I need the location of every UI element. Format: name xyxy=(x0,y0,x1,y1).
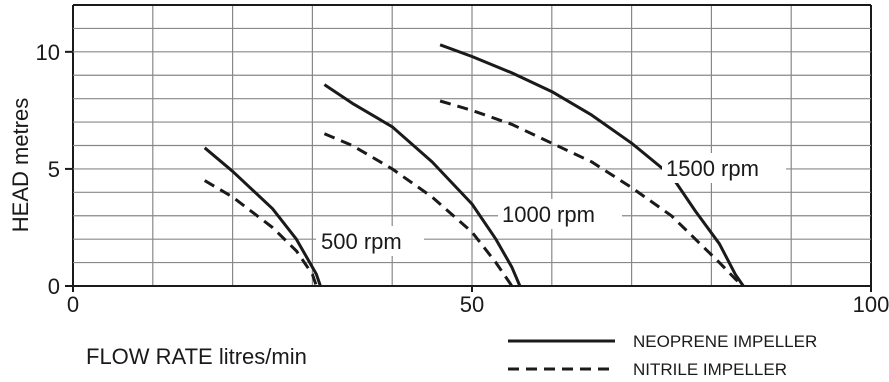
grid-lines xyxy=(72,4,872,287)
performance-curves xyxy=(203,43,745,288)
curve-1000-rpm-neoprene xyxy=(323,83,522,287)
x-tick-label: 50 xyxy=(460,292,484,317)
curve-500-rpm-neoprene xyxy=(203,146,322,287)
curve-500-rpm-nitrile xyxy=(203,179,318,287)
legend-label-neoprene: NEOPRENE IMPELLER xyxy=(633,332,817,351)
rpm-label-500: 500 rpm xyxy=(316,226,424,256)
x-axis-title: FLOW RATE litres/min xyxy=(86,344,307,369)
curve-1000-rpm-nitrile xyxy=(323,132,514,287)
y-tick-label: 5 xyxy=(48,157,60,182)
y-tick-label: 0 xyxy=(48,274,60,299)
rpm-annotation-500: 500 rpm xyxy=(321,229,402,254)
y-axis-title: HEAD metres xyxy=(8,98,33,232)
rpm-annotation-1500: 1500 rpm xyxy=(666,156,759,181)
curve-1500-rpm-neoprene xyxy=(439,43,745,287)
curve-1500-rpm-nitrile xyxy=(439,99,745,288)
rpm-annotation-1000: 1000 rpm xyxy=(502,202,595,227)
x-tick-label: 100 xyxy=(853,292,889,317)
rpm-label-1000: 1000 rpm xyxy=(498,199,622,229)
x-tick-label: 0 xyxy=(67,292,79,317)
legend-label-nitrile: NITRILE IMPELLER xyxy=(633,360,787,379)
rpm-label-1500: 1500 rpm xyxy=(662,153,786,183)
y-tick-label: 10 xyxy=(36,40,60,65)
legend: NEOPRENE IMPELLER NITRILE IMPELLER xyxy=(508,332,817,379)
